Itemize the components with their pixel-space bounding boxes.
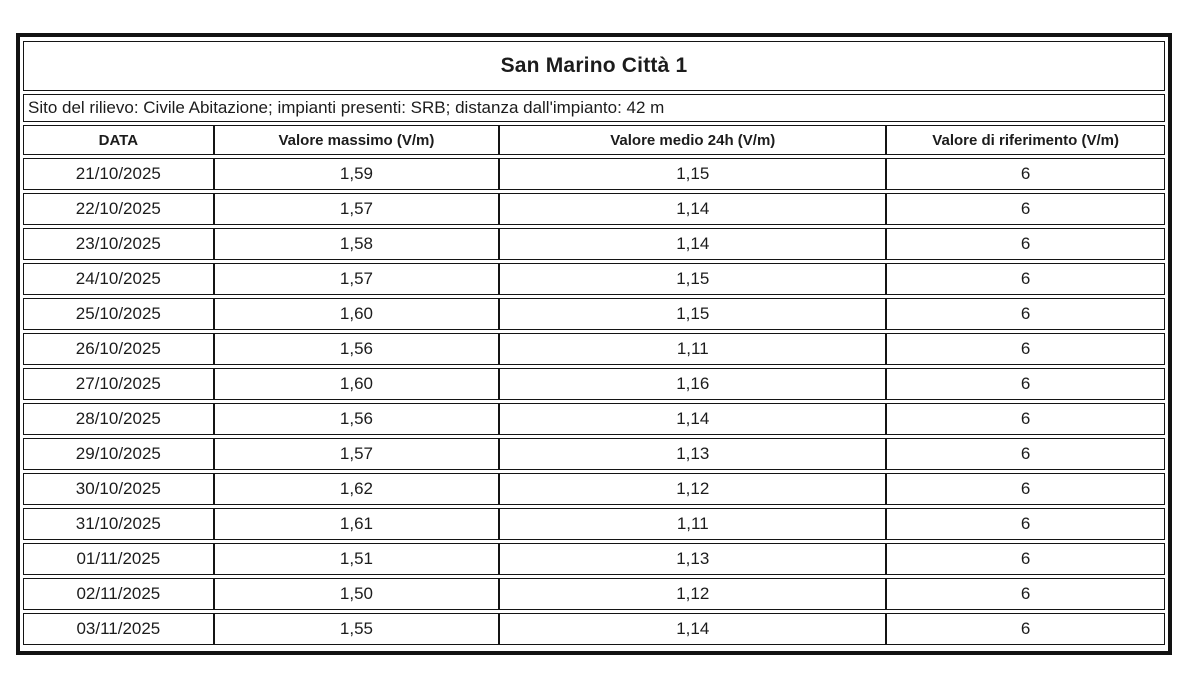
table-row: 26/10/2025 1,56 1,11 6 — [23, 333, 1165, 365]
table-row: 01/11/2025 1,51 1,13 6 — [23, 543, 1165, 575]
avg-value-cell: 1,12 — [499, 473, 887, 505]
reference-value-cell: 6 — [886, 193, 1165, 225]
table-row: 03/11/2025 1,55 1,14 6 — [23, 613, 1165, 645]
measurement-table: San Marino Città 1 Sito del rilievo: Civ… — [23, 38, 1165, 648]
page-title: San Marino Città 1 — [23, 41, 1165, 91]
table-row: 22/10/2025 1,57 1,14 6 — [23, 193, 1165, 225]
avg-value-cell: 1,11 — [499, 508, 887, 540]
max-value-cell: 1,57 — [213, 438, 500, 470]
max-value-cell: 1,56 — [213, 333, 500, 365]
measurement-table-body: San Marino Città 1 Sito del rilievo: Civ… — [23, 41, 1165, 645]
table-row: 23/10/2025 1,58 1,14 6 — [23, 228, 1165, 260]
avg-value-cell: 1,14 — [499, 613, 887, 645]
date-cell: 30/10/2025 — [23, 473, 214, 505]
max-value-cell: 1,58 — [213, 228, 500, 260]
reference-value-cell: 6 — [886, 578, 1165, 610]
avg-value-cell: 1,13 — [499, 543, 887, 575]
avg-value-cell: 1,12 — [499, 578, 887, 610]
reference-value-cell: 6 — [886, 403, 1165, 435]
reference-value-cell: 6 — [886, 473, 1165, 505]
table-row: 25/10/2025 1,60 1,15 6 — [23, 298, 1165, 330]
table-row: 29/10/2025 1,57 1,13 6 — [23, 438, 1165, 470]
table-row: 31/10/2025 1,61 1,11 6 — [23, 508, 1165, 540]
avg-value-cell: 1,16 — [499, 368, 887, 400]
date-cell: 28/10/2025 — [23, 403, 214, 435]
reference-value-cell: 6 — [886, 158, 1165, 190]
date-cell: 21/10/2025 — [23, 158, 214, 190]
avg-value-cell: 1,14 — [499, 193, 887, 225]
reference-value-cell: 6 — [886, 333, 1165, 365]
avg-value-cell: 1,15 — [499, 298, 887, 330]
column-header-max-value: Valore massimo (V/m) — [213, 125, 500, 155]
site-info-row: Sito del rilievo: Civile Abitazione; imp… — [23, 94, 1165, 122]
avg-value-cell: 1,14 — [499, 228, 887, 260]
reference-value-cell: 6 — [886, 263, 1165, 295]
column-header-avg-value: Valore medio 24h (V/m) — [499, 125, 887, 155]
date-cell: 02/11/2025 — [23, 578, 214, 610]
date-cell: 22/10/2025 — [23, 193, 214, 225]
max-value-cell: 1,50 — [213, 578, 500, 610]
column-header-reference-value: Valore di riferimento (V/m) — [886, 125, 1165, 155]
table-row: 21/10/2025 1,59 1,15 6 — [23, 158, 1165, 190]
date-cell: 01/11/2025 — [23, 543, 214, 575]
date-cell: 03/11/2025 — [23, 613, 214, 645]
table-row: 24/10/2025 1,57 1,15 6 — [23, 263, 1165, 295]
max-value-cell: 1,57 — [213, 263, 500, 295]
max-value-cell: 1,56 — [213, 403, 500, 435]
column-header-row: DATA Valore massimo (V/m) Valore medio 2… — [23, 125, 1165, 155]
avg-value-cell: 1,15 — [499, 263, 887, 295]
max-value-cell: 1,62 — [213, 473, 500, 505]
date-cell: 31/10/2025 — [23, 508, 214, 540]
max-value-cell: 1,51 — [213, 543, 500, 575]
avg-value-cell: 1,15 — [499, 158, 887, 190]
table-row: 28/10/2025 1,56 1,14 6 — [23, 403, 1165, 435]
table-row: 30/10/2025 1,62 1,12 6 — [23, 473, 1165, 505]
date-cell: 29/10/2025 — [23, 438, 214, 470]
date-cell: 25/10/2025 — [23, 298, 214, 330]
max-value-cell: 1,61 — [213, 508, 500, 540]
reference-value-cell: 6 — [886, 438, 1165, 470]
reference-value-cell: 6 — [886, 228, 1165, 260]
measurement-report-table: San Marino Città 1 Sito del rilievo: Civ… — [16, 33, 1172, 655]
reference-value-cell: 6 — [886, 543, 1165, 575]
reference-value-cell: 6 — [886, 613, 1165, 645]
column-header-date: DATA — [23, 125, 214, 155]
avg-value-cell: 1,13 — [499, 438, 887, 470]
max-value-cell: 1,59 — [213, 158, 500, 190]
date-cell: 26/10/2025 — [23, 333, 214, 365]
table-row: 27/10/2025 1,60 1,16 6 — [23, 368, 1165, 400]
avg-value-cell: 1,14 — [499, 403, 887, 435]
reference-value-cell: 6 — [886, 508, 1165, 540]
date-cell: 27/10/2025 — [23, 368, 214, 400]
max-value-cell: 1,60 — [213, 298, 500, 330]
max-value-cell: 1,57 — [213, 193, 500, 225]
site-info-text: Sito del rilievo: Civile Abitazione; imp… — [23, 94, 1165, 122]
table-row: 02/11/2025 1,50 1,12 6 — [23, 578, 1165, 610]
title-row: San Marino Città 1 — [23, 41, 1165, 91]
avg-value-cell: 1,11 — [499, 333, 887, 365]
reference-value-cell: 6 — [886, 368, 1165, 400]
max-value-cell: 1,60 — [213, 368, 500, 400]
date-cell: 23/10/2025 — [23, 228, 214, 260]
date-cell: 24/10/2025 — [23, 263, 214, 295]
max-value-cell: 1,55 — [213, 613, 500, 645]
reference-value-cell: 6 — [886, 298, 1165, 330]
